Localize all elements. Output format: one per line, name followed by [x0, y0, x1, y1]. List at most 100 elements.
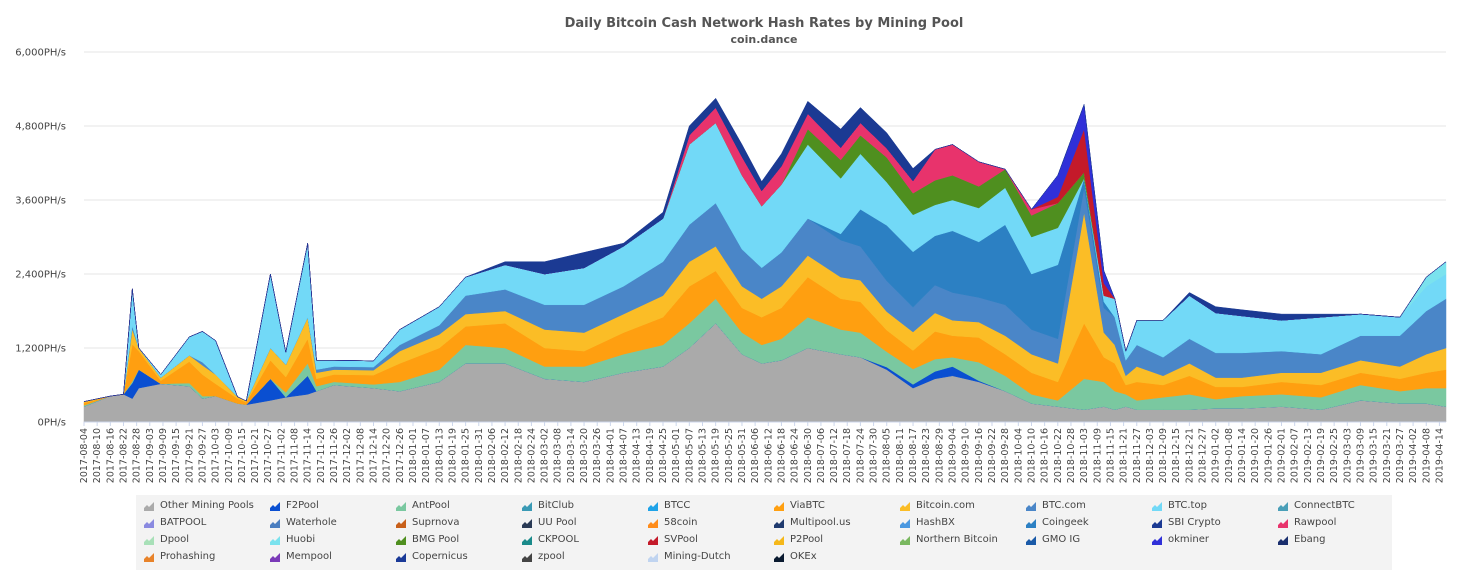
y-tick-label: 3,600PH/s [15, 196, 66, 207]
x-tick-label: 2019-01-08 [1224, 428, 1235, 483]
x-tick-label: 2018-07-24 [855, 428, 866, 483]
x-tick-label: 2017-11-14 [303, 428, 314, 483]
stacked-areas [83, 97, 1447, 423]
hashrate-chart: Daily Bitcoin Cash Network Hash Rates by… [15, 16, 1447, 483]
area-icon [1026, 519, 1036, 528]
x-tick-label: 2018-09-10 [961, 428, 972, 483]
legend-label: Mempool [286, 551, 332, 562]
x-tick-label: 2018-04-13 [632, 428, 643, 483]
x-tick-label: 2018-03-26 [592, 428, 603, 483]
x-tick-label: 2017-08-22 [119, 428, 130, 483]
area-icon [270, 502, 280, 511]
x-tick-label: 2018-10-16 [1040, 428, 1051, 483]
x-tick-label: 2019-03-27 [1395, 428, 1406, 483]
x-tick-label: 2018-12-15 [1171, 428, 1182, 483]
legend-label: BATPOOL [160, 517, 207, 528]
legend: Other Mining Pools F2Pool AntPool BitClub BT… [136, 495, 1392, 570]
legend-label: Prohashing [160, 551, 216, 562]
x-tick-label: 2018-02-12 [500, 428, 511, 483]
legend-label: OKEx [790, 551, 817, 562]
x-tick-label: 2018-06-18 [776, 428, 787, 483]
legend-label: 58coin [664, 517, 698, 528]
legend-label: SVPool [664, 534, 698, 545]
legend-label: Other Mining Pools [160, 500, 254, 511]
x-tick-label: 2019-04-14 [1434, 428, 1445, 483]
legend-label: GMO IG [1042, 534, 1081, 545]
legend-label: HashBX [916, 517, 955, 528]
x-tick-label: 2018-01-13 [434, 428, 445, 483]
area-icon [396, 519, 406, 528]
x-tick-label: 2018-05-31 [737, 428, 748, 483]
x-tick-label: 2018-07-12 [829, 428, 840, 483]
legend-label: BitClub [538, 500, 575, 511]
area-icon [774, 536, 784, 545]
x-tick-label: 2019-01-14 [1237, 428, 1248, 483]
x-tick-label: 2018-07-06 [816, 428, 827, 483]
x-tick-label: 2018-09-04 [948, 428, 959, 483]
area-icon [1026, 536, 1036, 545]
x-tick-label: 2018-11-27 [1132, 428, 1143, 483]
legend-label: okminer [1168, 534, 1210, 545]
x-tick-label: 2018-07-30 [869, 428, 880, 483]
area-icon [648, 536, 658, 545]
x-tick-label: 2018-06-06 [750, 428, 761, 483]
legend-label: ViaBTC [790, 500, 825, 511]
legend-label: BTC.com [1042, 500, 1086, 511]
x-tick-label: 2017-09-27 [197, 428, 208, 483]
x-tick-label: 2019-03-15 [1369, 428, 1380, 483]
x-tick-label: 2018-08-05 [882, 428, 893, 483]
x-tick-label: 2017-12-02 [342, 428, 353, 483]
x-tick-label: 2018-01-25 [461, 428, 472, 483]
x-tick-label: 2018-11-03 [1079, 428, 1090, 483]
x-tick-label: 2017-09-03 [145, 428, 156, 483]
x-tick-label: 2018-08-29 [934, 428, 945, 483]
x-tick-label: 2018-09-28 [1000, 428, 1011, 483]
x-tick-label: 2018-04-19 [645, 428, 656, 483]
legend-label: Bitcoin.com [916, 500, 975, 511]
legend-label: Dpool [160, 534, 190, 545]
legend-label: Rawpool [1294, 517, 1337, 528]
x-tick-label: 2017-10-27 [263, 428, 274, 483]
x-tick-label: 2017-12-26 [395, 428, 406, 483]
legend-label: Coingeek [1042, 517, 1089, 528]
x-tick-label: 2018-09-22 [987, 428, 998, 483]
area-icon [522, 536, 532, 545]
x-tick-label: 2017-12-14 [369, 428, 380, 483]
x-tick-label: 2017-10-09 [224, 428, 235, 483]
legend-label: P2Pool [790, 534, 824, 545]
y-tick-label: 2,400PH/s [15, 270, 66, 281]
series-area-sbi-crypto[interactable] [83, 97, 1447, 402]
x-tick-label: 2018-10-04 [1013, 428, 1024, 483]
x-tick-label: 2017-10-03 [211, 428, 222, 483]
x-tick-label: 2017-08-16 [105, 428, 116, 483]
area-icon [774, 502, 784, 511]
x-tick-label: 2018-06-12 [763, 428, 774, 483]
area-icon [144, 519, 154, 528]
legend-label: BTC.top [1168, 500, 1207, 511]
x-tick-label: 2018-10-10 [1027, 428, 1038, 483]
y-tick-label: 4,800PH/s [15, 122, 66, 133]
area-icon [270, 536, 280, 545]
legend-label: ConnectBTC [1294, 500, 1355, 511]
x-tick-label: 2018-10-22 [1053, 428, 1064, 483]
x-tick-label: 2018-01-07 [421, 428, 432, 483]
legend-label: Suprnova [412, 517, 460, 528]
x-tick-label: 2019-02-25 [1329, 428, 1340, 483]
x-tick-label: 2017-09-15 [171, 428, 182, 483]
x-tick-label: 2019-02-19 [1316, 428, 1327, 483]
x-tick-label: 2018-03-02 [540, 428, 551, 483]
area-icon [270, 519, 280, 528]
x-tick-label: 2018-08-23 [921, 428, 932, 483]
x-tick-label: 2018-06-24 [790, 428, 801, 483]
x-tick-label: 2017-08-28 [132, 428, 143, 483]
area-icon [900, 502, 910, 511]
area-icon [900, 519, 910, 528]
area-icon [522, 502, 532, 511]
x-tick-label: 2017-12-08 [355, 428, 366, 483]
area-icon [774, 519, 784, 528]
y-tick-label: 6,000PH/s [15, 48, 66, 59]
area-icon [144, 553, 154, 562]
x-tick-label: 2018-02-06 [487, 428, 498, 483]
x-tick-label: 2018-05-07 [684, 428, 695, 483]
legend-label: Copernicus [412, 551, 468, 562]
